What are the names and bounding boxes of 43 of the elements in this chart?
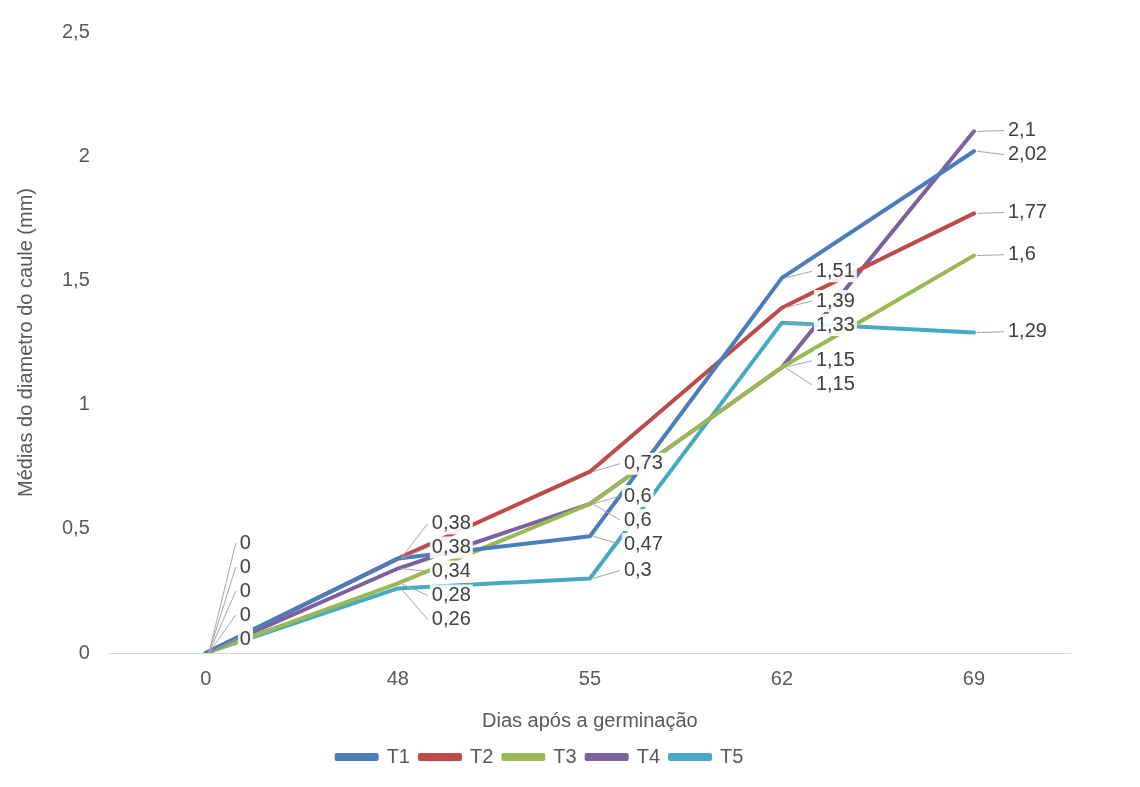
data-label: 0,6 [623, 507, 652, 530]
y-tick-label: 0,5 [61, 516, 90, 539]
data-label: 0 [239, 530, 251, 553]
data-label: 1,15 [815, 348, 855, 371]
data-label: 1,15 [815, 372, 855, 395]
y-tick-label: 2,5 [61, 19, 90, 42]
data-label: 0,38 [431, 511, 471, 534]
data-label: 0,26 [431, 607, 471, 630]
data-label: 0,34 [431, 559, 471, 582]
y-axis-title: Médias do diametro do caule (mm) [13, 187, 36, 498]
data-label: 0,6 [623, 483, 652, 506]
data-label: 1,6 [1007, 242, 1036, 265]
data-label: 0,47 [623, 531, 663, 554]
data-label: 0 [239, 602, 251, 625]
x-tick-label: 69 [962, 666, 986, 689]
data-label: 0 [239, 554, 251, 577]
data-label: 2,1 [1007, 118, 1036, 141]
data-label: 1,33 [815, 312, 855, 335]
data-label: 1,29 [1007, 319, 1047, 342]
legend-label: T5 [720, 744, 744, 767]
y-tick-label: 0 [78, 640, 90, 663]
x-tick-label: 48 [386, 666, 409, 689]
legend-label: T1 [386, 744, 410, 767]
y-tick-label: 1,5 [61, 267, 90, 290]
legend-label: T3 [553, 744, 577, 767]
x-tick-label: 0 [200, 666, 212, 689]
data-label: 0 [239, 626, 251, 649]
data-label: 0,73 [623, 451, 663, 474]
data-label: 0,38 [431, 535, 471, 558]
legend-label: T2 [469, 744, 494, 767]
y-tick-label: 2 [78, 143, 90, 166]
data-label: 0,28 [431, 583, 471, 606]
y-tick-label: 1 [78, 392, 90, 415]
data-label: 0,3 [623, 558, 652, 581]
legend-label: T4 [636, 744, 661, 767]
x-tick-label: 55 [578, 666, 602, 689]
data-label: 0 [239, 578, 251, 601]
data-label: 2,02 [1007, 142, 1047, 165]
data-label: 1,39 [815, 288, 855, 311]
x-tick-label: 62 [770, 666, 794, 689]
data-label: 1,51 [815, 258, 855, 281]
x-axis-title: Dias após a germinação [482, 708, 698, 731]
data-label: 1,77 [1007, 200, 1047, 223]
